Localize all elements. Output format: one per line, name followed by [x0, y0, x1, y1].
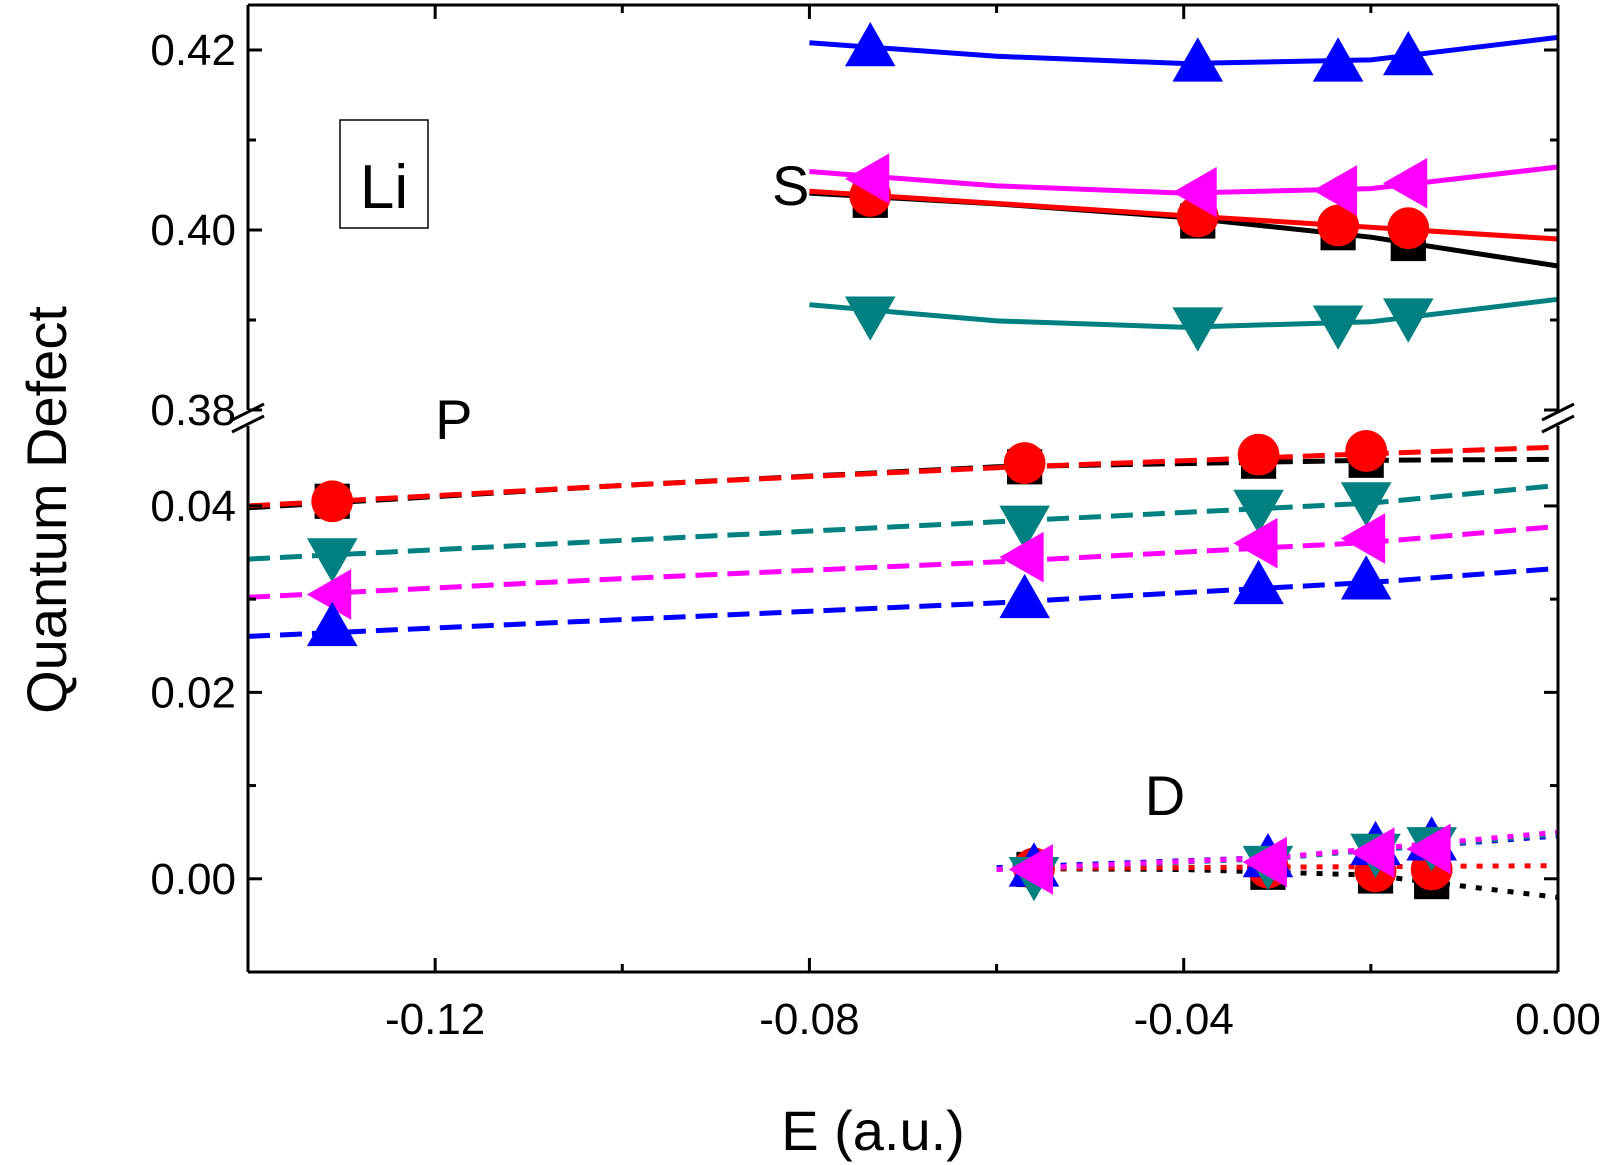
series-line-6 [247, 444, 1559, 509]
axis-break-mark-0-1 [231, 414, 265, 434]
data-point-3-3 [1382, 31, 1434, 76]
annotation-d: D [1145, 764, 1185, 827]
data-point-9-2 [1233, 559, 1284, 605]
data-point-6-2 [1237, 433, 1280, 476]
data-point-7-3 [1340, 482, 1392, 527]
data-point-6-1 [1003, 442, 1046, 484]
annotation-s: S [772, 154, 809, 217]
data-point-4-3 [1382, 298, 1434, 343]
y-tick-label: 0.40 [150, 206, 236, 255]
series-line-7 [247, 482, 1559, 562]
series-line-11 [996, 863, 1559, 871]
data-point-14-0 [1008, 844, 1053, 895]
data-point-3-2 [1312, 37, 1364, 82]
data-point-6-0 [311, 480, 354, 523]
data-point-8-0 [306, 569, 352, 620]
data-point-4-2 [1312, 305, 1364, 350]
x-axis-title: E (a.u.) [781, 1099, 965, 1162]
data-point-14-1 [1242, 836, 1287, 888]
series-line-9 [247, 565, 1559, 639]
data-point-9-3 [1340, 555, 1392, 600]
data-point-3-0 [844, 22, 896, 67]
x-tick-label: -0.04 [1134, 995, 1234, 1044]
labels: -0.12 -0.08 -0.04 0.00 0.38 0.40 0.42 0.00 0.02 0… [15, 26, 1601, 1162]
data-point-9-0 [306, 601, 358, 647]
data-point-2-1 [1172, 166, 1217, 218]
data-point-7-0 [306, 538, 358, 583]
series-line-8 [247, 523, 1559, 600]
y-tick-label: 0.00 [150, 855, 236, 904]
axes [231, 3, 1575, 974]
data-point-2-0 [844, 153, 890, 204]
series-line-4 [809, 296, 1559, 330]
data-point-8-2 [1233, 517, 1278, 569]
y-tick-label: 0.42 [150, 26, 236, 75]
data-point-2-2 [1312, 165, 1358, 216]
series-markers [306, 22, 1457, 902]
data-point-14-3 [1406, 823, 1451, 875]
element-badge-box [339, 119, 429, 229]
data-point-6-3 [1345, 430, 1388, 472]
axis-break-mark-1-1 [1541, 414, 1575, 434]
data-point-1-3 [1387, 207, 1430, 250]
x-tick-label: -0.12 [385, 995, 485, 1044]
annotation-p: P [435, 388, 472, 451]
x-tick-label: 0.00 [1515, 995, 1601, 1044]
data-point-3-1 [1172, 37, 1224, 82]
y-tick-label: 0.38 [150, 386, 236, 435]
data-point-4-0 [844, 296, 896, 341]
data-point-14-2 [1350, 827, 1395, 878]
data-point-8-1 [999, 531, 1044, 583]
series-line-14 [996, 829, 1559, 872]
axis-break-mark-0-0 [231, 402, 265, 422]
x-tick-label: -0.08 [759, 995, 859, 1044]
data-point-9-1 [999, 573, 1050, 619]
y-axis-title: Quantum Defect [15, 306, 78, 714]
axis-break-mark-1-0 [1541, 402, 1575, 422]
data-point-1-2 [1317, 204, 1360, 247]
data-point-7-2 [1233, 489, 1284, 535]
data-point-4-1 [1172, 307, 1224, 352]
element-badge-label: Li [360, 153, 408, 222]
y-tick-label: 0.02 [150, 668, 236, 717]
data-point-7-1 [999, 505, 1050, 550]
data-point-2-3 [1382, 157, 1428, 209]
data-point-8-3 [1340, 513, 1386, 564]
y-tick-label: 0.04 [150, 482, 236, 531]
series-line-10 [996, 866, 1559, 900]
